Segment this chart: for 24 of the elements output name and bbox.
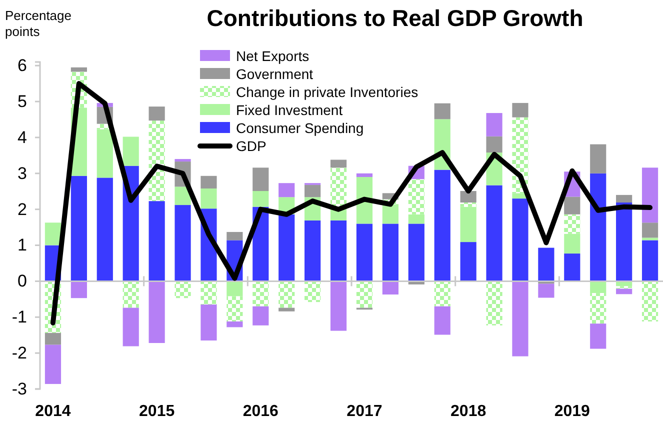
legend-label: GDP [236,138,266,154]
y-tick-label: 4 [18,128,27,147]
y-tick-label: -2 [12,344,27,363]
y-tick-label: -1 [12,308,27,327]
y-tick-label: 5 [18,92,27,111]
x-tick-label: 2017 [346,403,382,420]
y-tick-label: 3 [18,164,27,183]
y-tick-label: -3 [12,379,27,398]
x-tick-label: 2014 [35,403,71,420]
x-tick-label: 2016 [242,403,279,420]
y-tick-label: 0 [18,272,27,291]
x-tick-label: 2019 [554,403,590,420]
y-tick-label: 2 [18,200,27,219]
legend-label: Fixed Investment [236,102,343,118]
y-tick-label: 1 [18,236,27,255]
y-tick-label: 6 [18,56,27,76]
legend-label: Net Exports [236,48,310,64]
x-tick-label: 2018 [450,403,486,420]
legend-label: Consumer Spending [236,120,364,136]
chart-title: Contributions to Real GDP Growth [206,5,584,31]
x-tick-label: 2015 [139,403,175,420]
legend-label: Government [236,66,314,82]
y-axis-title: Percentage points [5,8,72,39]
legend-label: Change in private Inventories [236,84,418,100]
